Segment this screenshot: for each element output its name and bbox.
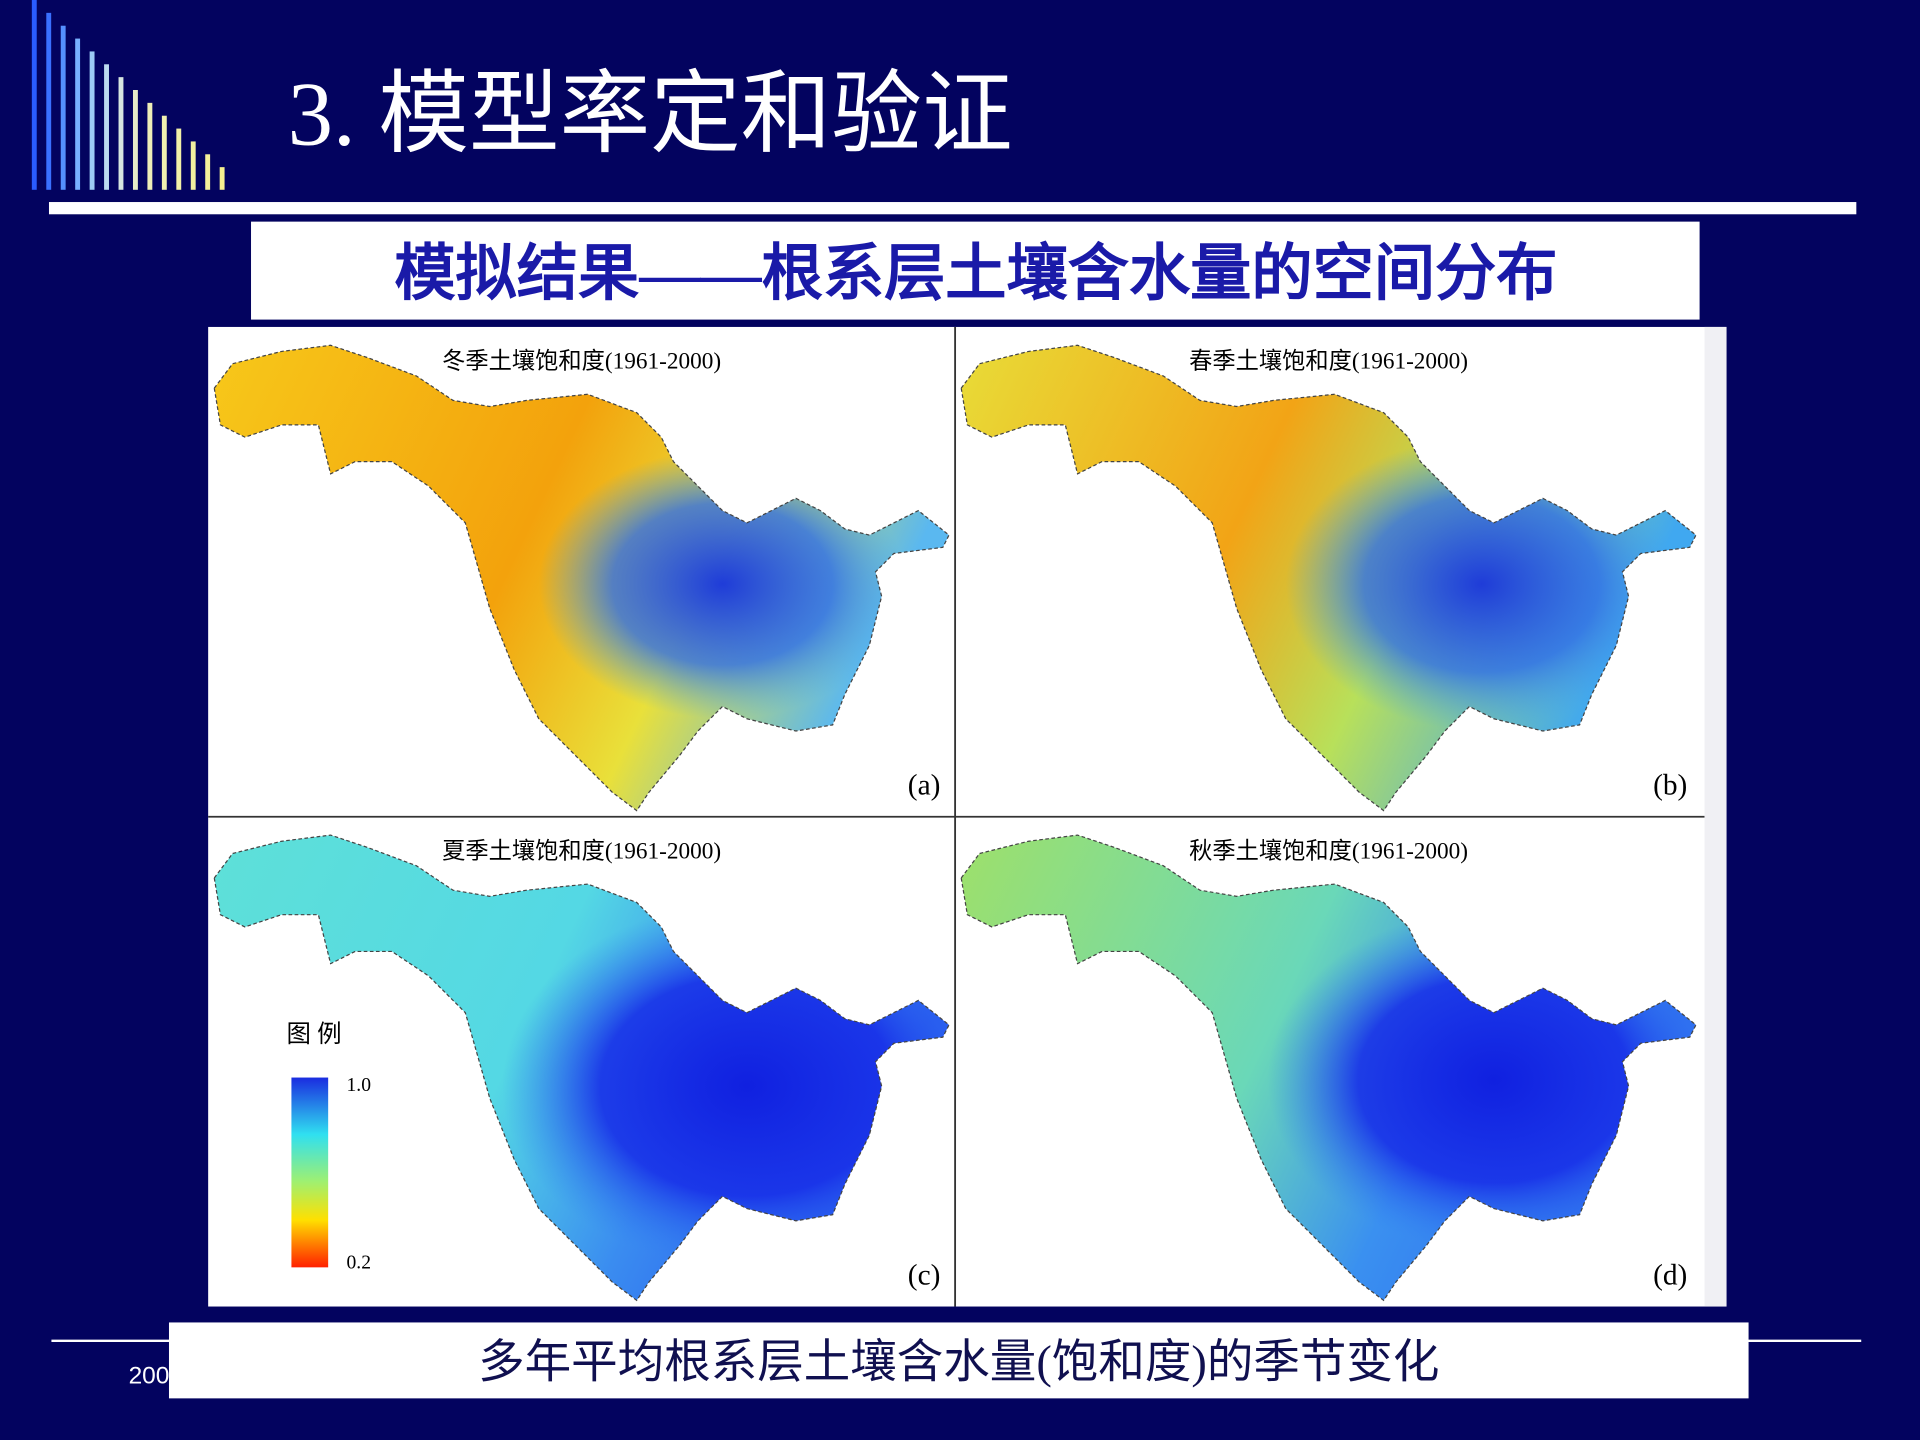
slide-title: 3. 模型率定和验证 xyxy=(288,63,1013,164)
panel-title: 秋季土壤饱和度(1961-2000) xyxy=(1189,838,1468,864)
legend-min: 0.2 xyxy=(347,1253,371,1274)
deco-bar xyxy=(60,25,66,190)
panel-title: 春季土壤饱和度(1961-2000) xyxy=(1189,349,1468,375)
deco-bar xyxy=(46,12,52,190)
panel-title: 冬季土壤饱和度(1961-2000) xyxy=(442,349,721,375)
deco-bar xyxy=(190,141,196,190)
deco-bar xyxy=(132,90,138,190)
decoration xyxy=(31,0,225,190)
deco-bar xyxy=(147,102,153,190)
title-rule xyxy=(48,202,1857,215)
panel-title: 夏季土壤饱和度(1961-2000) xyxy=(442,838,721,864)
deco-bar xyxy=(31,0,37,190)
panel-label: (c) xyxy=(908,1259,941,1291)
legend: 图 例 1.0 0.2 xyxy=(287,1020,372,1274)
subtitle-box xyxy=(251,221,1700,320)
deco-bar xyxy=(89,51,95,190)
deco-bar xyxy=(104,64,109,190)
deco-bar xyxy=(161,115,167,190)
deco-bar xyxy=(75,38,81,190)
wet-zone xyxy=(538,449,907,719)
subtitle: 模拟结果——根系层土壤含水量的空间分布 xyxy=(394,240,1557,308)
legend-title: 图 例 xyxy=(287,1020,342,1048)
legend-max: 1.0 xyxy=(347,1075,372,1096)
deco-bar xyxy=(205,154,211,190)
deco-bar xyxy=(219,167,225,190)
deco-bar xyxy=(176,128,182,190)
caption: 多年平均根系层土壤含水量(饱和度)的季节变化 xyxy=(478,1337,1439,1389)
panel-label: (d) xyxy=(1653,1259,1687,1291)
deco-bar xyxy=(118,77,124,190)
footer: 200 xyxy=(129,1363,170,1390)
panel-label: (a) xyxy=(908,770,941,802)
caption-box xyxy=(168,1322,1749,1399)
panel-label: (b) xyxy=(1653,770,1687,802)
map-panel: 冬季土壤饱和度(1961-2000) (a) xyxy=(213,344,950,812)
colorbar xyxy=(291,1077,329,1268)
frame-edge xyxy=(1704,326,1727,1307)
